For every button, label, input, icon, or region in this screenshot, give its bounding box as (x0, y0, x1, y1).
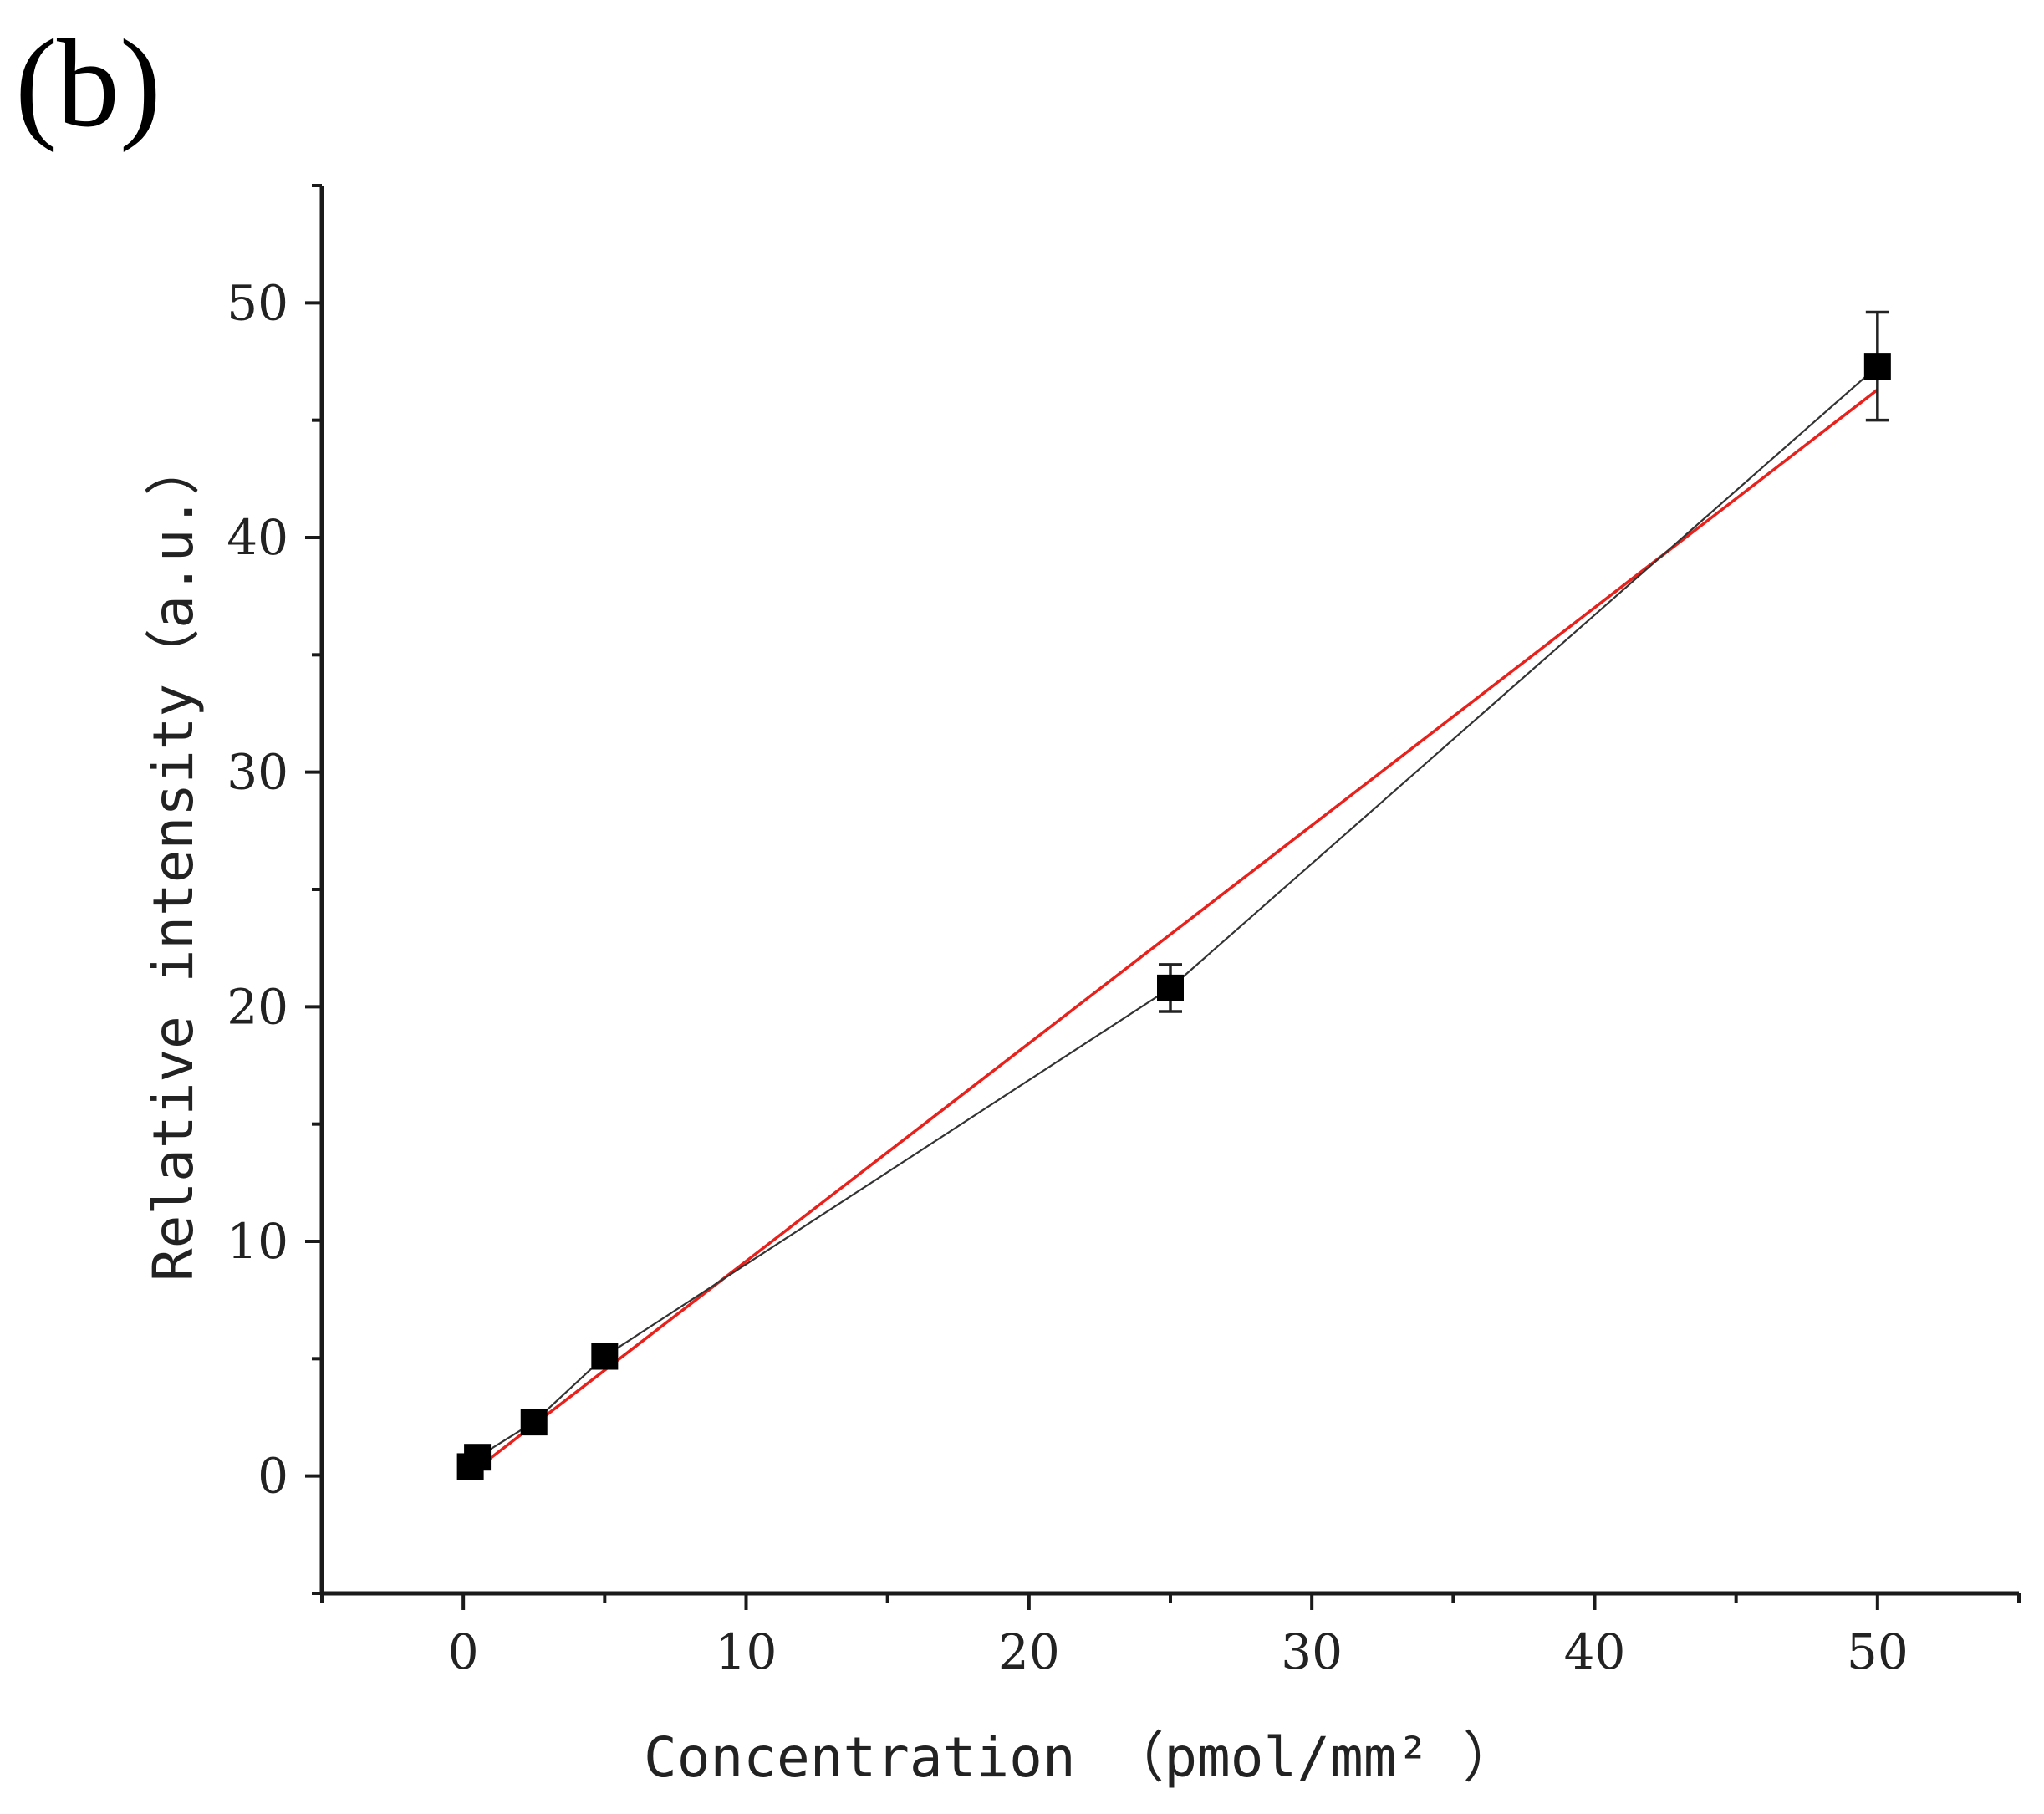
x-tick-label: 50 (1847, 1623, 1909, 1680)
y-tick-label: 40 (227, 509, 288, 566)
y-axis-title: Relative intensity（a.u.） (141, 441, 206, 1282)
x-axis-title: Concentration （pmol/mm² ） (644, 1725, 1518, 1790)
fit-layer (469, 388, 1878, 1475)
series-line (469, 365, 1878, 1468)
y-tick-label: 20 (227, 978, 288, 1035)
x-tick-label: 20 (998, 1623, 1060, 1680)
y-tick-label: 0 (257, 1448, 288, 1505)
data-point (591, 1343, 619, 1370)
x-tick-label: 10 (716, 1623, 777, 1680)
data-point (1157, 974, 1184, 1001)
fit-line (469, 388, 1878, 1475)
axes: 0 10 20 30 40 50 0 10 20 30 40 50 (227, 184, 2021, 1680)
y-tick-label: 50 (227, 274, 288, 331)
series-layer (456, 310, 1891, 1480)
data-point (1863, 353, 1891, 380)
data-point (464, 1444, 492, 1471)
x-tick-label: 40 (1564, 1623, 1626, 1680)
panel-label: (b) (15, 14, 161, 153)
data-point (520, 1409, 548, 1436)
y-tick-label: 30 (227, 744, 288, 801)
y-tick-label: 10 (227, 1213, 288, 1270)
x-tick-label: 30 (1281, 1623, 1343, 1680)
x-tick-label: 0 (448, 1623, 479, 1680)
